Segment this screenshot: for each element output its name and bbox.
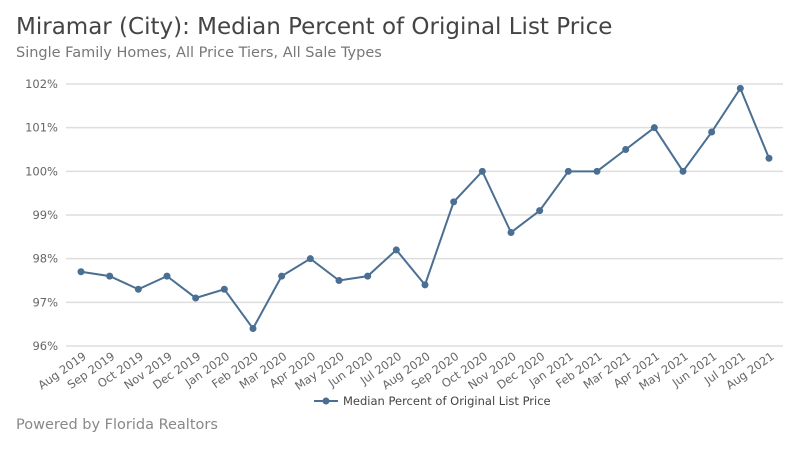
data-point [708, 128, 716, 136]
data-point [650, 124, 658, 132]
data-point [536, 207, 544, 215]
legend-marker-icon [322, 397, 330, 405]
chart-subtitle: Single Family Homes, All Price Tiers, Al… [16, 45, 382, 61]
data-point [220, 285, 228, 293]
series-line [80, 86, 770, 331]
data-point [392, 246, 400, 254]
y-tick-label: 100% [25, 164, 58, 178]
data-point [278, 272, 286, 280]
data-point [450, 198, 458, 206]
y-tick-label: 98% [32, 252, 58, 266]
data-point [622, 146, 630, 153]
data-point [593, 167, 601, 175]
data-point [77, 268, 85, 276]
data-point [478, 167, 486, 175]
data-point [134, 285, 142, 293]
data-point [335, 277, 343, 284]
data-point [192, 294, 200, 302]
footer-credit: Powered by Florida Realtors [16, 417, 218, 433]
y-tick-label: 101% [25, 121, 58, 135]
data-point [736, 84, 744, 92]
y-tick-label: 97% [32, 295, 58, 309]
data-point [564, 167, 572, 175]
data-point [679, 167, 687, 175]
legend-label: Median Percent of Original List Price [343, 394, 551, 408]
data-point [106, 272, 114, 280]
data-point [765, 154, 773, 162]
data-point [507, 228, 515, 236]
data-point [306, 255, 314, 263]
y-tick-label: 102% [25, 77, 58, 91]
data-point [421, 281, 429, 289]
data-point [364, 272, 372, 280]
chart-title: Miramar (City): Median Percent of Origin… [16, 14, 613, 40]
y-tick-label: 96% [32, 339, 58, 353]
data-point [249, 325, 257, 333]
y-tick-label: 99% [32, 208, 58, 222]
data-point [163, 272, 171, 280]
